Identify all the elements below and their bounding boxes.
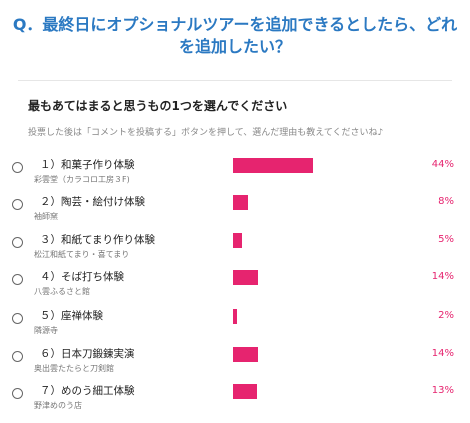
bar-track [233,195,413,210]
option-label: ７）めのう細工体験 [40,385,135,397]
option-label: ６）日本刀鍛錬実演 [40,348,135,360]
result-bar [233,309,237,324]
option-location: 袖師窯 [34,212,58,221]
poll-option[interactable]: ７）めのう細工体験 野津めのう店 13% [0,381,470,417]
option-label: ４）そば打ち体験 [40,271,124,283]
option-percent: 44% [431,159,454,170]
option-percent: 14% [431,348,454,359]
result-bar [233,233,243,248]
option-location: 彩雲堂（カラコロ工房３F) [34,175,130,184]
radio-button[interactable] [12,274,23,285]
poll-option[interactable]: １）和菓子作り体験 彩雲堂（カラコロ工房３F) 44% [0,155,470,191]
radio-button[interactable] [12,237,23,248]
bar-track [233,347,413,362]
divider [18,80,452,81]
radio-button[interactable] [12,351,23,362]
result-bar [233,384,257,399]
bar-track [233,158,413,173]
poll-option[interactable]: ３）和紙てまり作り体験 松江和紙てまり・喜てまり 5% [0,230,470,266]
poll-option[interactable]: ６）日本刀鍛錬実演 奥出雲たたらと刀剣館 14% [0,344,470,380]
option-location: 隣源寺 [34,326,58,335]
option-label: １）和菓子作り体験 [40,159,135,171]
option-percent: 13% [431,385,454,396]
option-percent: 5% [438,234,454,245]
option-location: 松江和紙てまり・喜てまり [34,250,130,259]
result-bar [233,270,259,285]
option-percent: 14% [431,271,454,282]
question-title: Q．最終日にオプショナルツアーを追加できるとしたら、どれを追加したい？ [12,15,458,56]
poll-hint: 投票した後は「コメントを投稿する」ボタンを押して、選んだ理由も教えてくださいね♪ [28,128,384,138]
option-label: ３）和紙てまり作り体験 [40,234,155,246]
poll-option[interactable]: ５）座禅体験 隣源寺 2% [0,306,470,342]
option-percent: 8% [438,196,454,207]
bar-track [233,309,413,324]
option-location: 野津めのう店 [34,401,82,410]
result-bar [233,158,313,173]
radio-button[interactable] [12,388,23,399]
result-bar [233,195,248,210]
bar-track [233,270,413,285]
option-label: ５）座禅体験 [40,310,103,322]
radio-button[interactable] [12,199,23,210]
option-label: ２）陶芸・絵付け体験 [40,196,145,208]
bar-track [233,233,413,248]
radio-button[interactable] [12,162,23,173]
option-location: 奥出雲たたらと刀剣館 [34,364,114,373]
radio-button[interactable] [12,313,23,324]
option-location: 八雲ふるさと館 [34,287,90,296]
result-bar [233,347,259,362]
poll-subtitle: 最もあてはまると思うもの1つを選んでください [28,99,288,113]
bar-track [233,384,413,399]
poll-option[interactable]: ２）陶芸・絵付け体験 袖師窯 8% [0,192,470,228]
option-percent: 2% [438,310,454,321]
poll-option[interactable]: ４）そば打ち体験 八雲ふるさと館 14% [0,267,470,303]
